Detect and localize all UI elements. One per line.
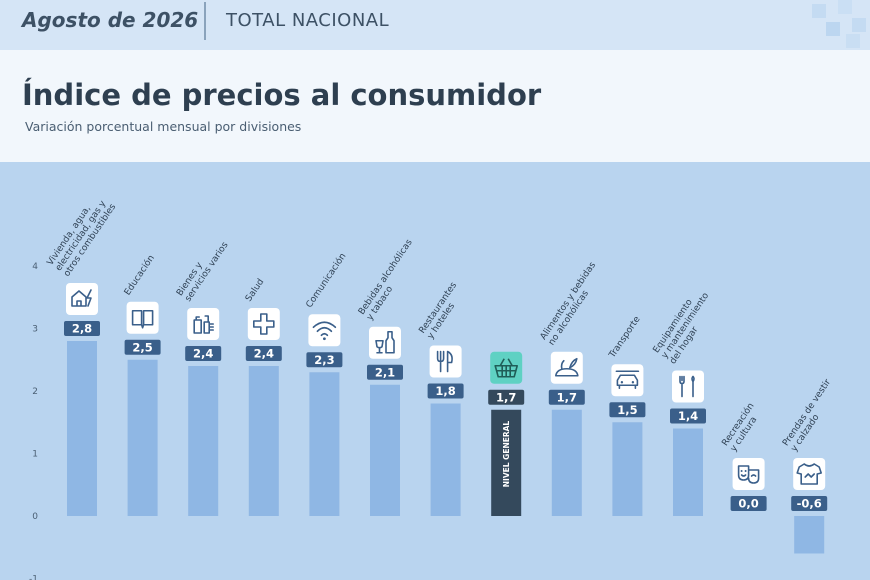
bar: [551, 409, 582, 516]
value-label-badge: [488, 389, 525, 405]
data-label: 2,1: [375, 365, 395, 379]
category-label: Vivienda, agua,electricidad, gas yotros …: [46, 191, 119, 279]
category-label: Transporte: [607, 314, 643, 360]
wifi-icon: [308, 314, 341, 347]
decor-pixel: [846, 34, 860, 48]
value-label-badge: [64, 321, 100, 336]
data-label: 1,8: [435, 384, 455, 398]
bar: [794, 516, 825, 554]
bar: [673, 428, 703, 516]
y-tick-label: 3: [32, 325, 38, 335]
value-label-badge: [367, 364, 403, 380]
y-tick-label: 1: [32, 450, 38, 460]
header-band: Agosto de 2026 TOTAL NACIONAL: [0, 0, 870, 50]
decor-pixel: [812, 4, 826, 18]
data-label: -0,6: [797, 497, 822, 511]
decor-pixel: [838, 0, 852, 14]
value-label-badge: [548, 389, 585, 405]
category-label: Restaurantesy hoteles: [418, 280, 468, 341]
value-label-badge: [306, 352, 343, 368]
category-label: Equipamientoy mantenimientodel hogar: [652, 285, 720, 366]
decor-pixel: [826, 22, 840, 36]
house-lightning-icon: [66, 283, 98, 315]
health-cross-icon: [247, 308, 280, 340]
food-icon: [550, 351, 583, 384]
book-icon: [126, 301, 159, 334]
tools-icon: [672, 370, 704, 403]
shirt-icon: [793, 458, 826, 490]
value-label-badge: [670, 408, 706, 424]
data-label: 2,5: [132, 340, 152, 354]
category-label: Comunicación: [304, 251, 349, 310]
y-tick-label: 0: [32, 512, 38, 522]
value-label-badge: [730, 496, 767, 511]
fork-knife-icon: [429, 345, 462, 378]
bar: [430, 403, 461, 516]
data-label: 1,5: [617, 403, 637, 417]
value-label-badge: [245, 346, 282, 361]
data-label: 2,4: [254, 347, 274, 361]
period-label: Agosto de 2026: [22, 8, 199, 32]
cpi-bar-chart: 4 3 2 1 0 -1 2,8 Vivienda, agua,electricidad, g…: [29, 191, 841, 580]
bar: [248, 366, 279, 516]
category-label: Alimentos y bebidasno alcohólicas: [539, 260, 607, 347]
bar: [612, 422, 643, 516]
value-label-badge: [427, 383, 464, 399]
data-label: 1,4: [678, 409, 698, 423]
category-label: Salud: [244, 277, 266, 303]
bottle-glass-icon: [369, 326, 401, 359]
scope-label: TOTAL NACIONAL: [226, 10, 390, 31]
data-label: 1,7: [496, 390, 516, 404]
bar: [370, 384, 400, 516]
bar: [188, 366, 219, 516]
category-label: Recreacióny cultura: [720, 401, 765, 454]
header-separator: [204, 2, 206, 40]
data-label: 2,3: [314, 353, 334, 367]
y-tick-label: 4: [32, 262, 38, 272]
masks-icon: [732, 458, 765, 490]
toiletries-icon: [187, 308, 220, 340]
category-label: Prendas de vestiry calzado: [781, 377, 841, 453]
data-label: 2,4: [193, 347, 213, 361]
bar: [309, 372, 340, 516]
value-label-badge: [124, 339, 161, 355]
decor-pixel: [852, 18, 866, 32]
data-label: 1,7: [557, 390, 577, 404]
data-label: 0,0: [738, 497, 758, 511]
chart-title: Índice de precios al consumidor: [22, 78, 542, 112]
value-label-badge: [185, 346, 222, 361]
y-tick-label: -1: [29, 575, 38, 580]
category-label: Bienes yservicios varios: [175, 235, 231, 304]
bar: [67, 341, 97, 516]
y-tick-label: 2: [32, 387, 38, 397]
title-box: Índice de precios al consumidor Variació…: [0, 50, 870, 162]
category-label: NIVEL GENERAL: [502, 421, 511, 488]
basket-icon: [490, 351, 523, 384]
bar: [127, 359, 158, 516]
category-label: Educación: [122, 253, 157, 297]
chart-subtitle: Variación porcentual mensual por divisio…: [25, 119, 302, 134]
bar-nivel-general: [491, 409, 522, 516]
category-label: Bebidas alcohólicasy tabaco: [356, 237, 423, 322]
data-label: 2,8: [72, 322, 92, 336]
car-icon: [611, 364, 644, 397]
value-label-badge: [791, 496, 828, 511]
value-label-badge: [609, 402, 646, 418]
